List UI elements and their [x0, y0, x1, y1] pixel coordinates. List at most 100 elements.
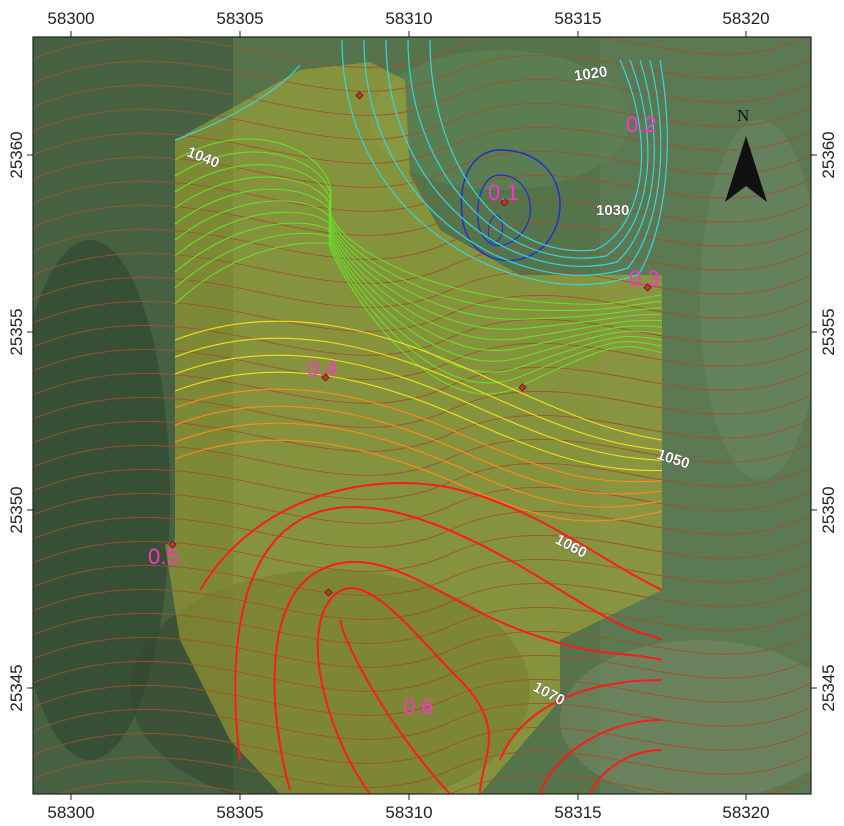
contour-line [339, 619, 451, 794]
sample-point-marker [324, 588, 333, 597]
contour-line [341, 39, 668, 286]
contour-line [234, 505, 663, 761]
contour-line [33, 654, 811, 692]
contour-line [174, 138, 663, 305]
x-tick-label: 58310 [385, 9, 432, 28]
sample-point-marker [500, 198, 509, 207]
contour-line [33, 630, 811, 668]
contour-line [33, 462, 811, 500]
contour-line [499, 679, 663, 761]
x-tick-label: 58305 [216, 9, 263, 28]
contour-line [30, 822, 820, 826]
x-axis-labels-bottom: 58300 58305 58310 58315 58320 [47, 803, 769, 822]
y-tick-label: 25360 [819, 131, 838, 178]
x-tick-label: 58320 [722, 9, 769, 28]
point-label-0-2: 0.2 [626, 112, 657, 137]
contour-line [174, 405, 663, 495]
contour-line [33, 438, 811, 476]
point-label-0-5: 0.5 [148, 544, 179, 569]
contour-line [174, 164, 663, 320]
contour-line [33, 174, 811, 212]
y-axis-labels-right: 25360 25355 25350 25345 [819, 131, 838, 711]
contour-label-1020: 1020 [573, 63, 608, 84]
contour-line [273, 560, 663, 791]
contour-line [33, 78, 811, 116]
contour-line [174, 354, 663, 461]
contour-line [174, 337, 663, 451]
contour-line [363, 39, 662, 276]
x-tick-label: 58300 [47, 9, 94, 28]
contour-line [174, 232, 663, 384]
point-labels: 0.1 0.2 0.3 0.4 0.5 0.6 [148, 112, 660, 719]
contour-line [174, 422, 663, 508]
contour-line [477, 174, 531, 247]
sample-points [168, 91, 652, 597]
contour-line [33, 582, 811, 620]
contour-line [33, 37, 808, 68]
sample-point-marker [643, 283, 652, 292]
contour-line [174, 371, 663, 472]
highlighted-contour-lines [174, 39, 668, 794]
contour-line [385, 39, 655, 267]
contour-line [174, 222, 663, 373]
contour-line [174, 439, 663, 522]
y-tick-label: 25345 [819, 664, 838, 711]
contour-line [56, 774, 811, 794]
contour-line [33, 750, 811, 788]
point-label-0-6: 0.6 [403, 694, 434, 719]
sample-point-marker [321, 373, 330, 382]
sample-point-marker [518, 383, 527, 392]
contour-line [316, 587, 490, 794]
contour-line [33, 678, 811, 716]
x-axis-labels-top: 58300 58305 58310 58315 58320 [47, 9, 769, 28]
y-tick-label: 25350 [819, 486, 838, 533]
x-tick-label: 58310 [385, 803, 432, 822]
x-tick-label: 58305 [216, 803, 263, 822]
x-tick-label: 58315 [554, 9, 601, 28]
contour-line [174, 64, 301, 141]
contour-line [429, 39, 643, 252]
contour-line [174, 176, 663, 330]
contour-line [33, 486, 811, 524]
contour-line [33, 102, 811, 140]
axis-ticks [27, 31, 817, 800]
contour-line [589, 749, 663, 794]
contour-line [33, 558, 811, 596]
contour-line [174, 211, 663, 362]
contour-line [33, 414, 811, 452]
north-arrow: N [725, 106, 767, 202]
sample-point-marker [168, 540, 177, 549]
point-label-0-3: 0.3 [629, 266, 660, 291]
contour-line [174, 200, 663, 351]
contour-line [174, 188, 663, 341]
contour-line [407, 39, 649, 259]
y-tick-label: 25360 [7, 131, 26, 178]
contour-line [174, 320, 663, 441]
x-tick-label: 58315 [554, 803, 601, 822]
contour-line [33, 342, 811, 380]
contour-line [539, 719, 663, 794]
y-tick-label: 25345 [7, 664, 26, 711]
contour-line [33, 534, 811, 572]
contour-line [33, 222, 811, 260]
contour-line [33, 702, 811, 740]
y-axis-labels-left: 25360 25355 25350 25345 [7, 131, 26, 711]
contour-line [174, 151, 663, 312]
y-tick-label: 25355 [819, 308, 838, 355]
contour-line [33, 366, 811, 404]
contour-label-1030: 1030 [596, 202, 629, 219]
x-tick-label: 58320 [722, 803, 769, 822]
contour-line [33, 270, 811, 308]
contour-line [33, 606, 811, 644]
contour-line [33, 390, 811, 428]
north-label: N [737, 106, 749, 125]
background-contour-lines [30, 37, 820, 826]
x-tick-label: 58300 [47, 803, 94, 822]
contour-line [33, 318, 811, 356]
point-label-0-4: 0.4 [307, 356, 338, 381]
contour-line [33, 726, 811, 764]
north-arrow-icon [725, 136, 767, 202]
contour-line [174, 242, 663, 395]
sample-point-marker [355, 91, 364, 100]
contour-line [174, 388, 663, 483]
